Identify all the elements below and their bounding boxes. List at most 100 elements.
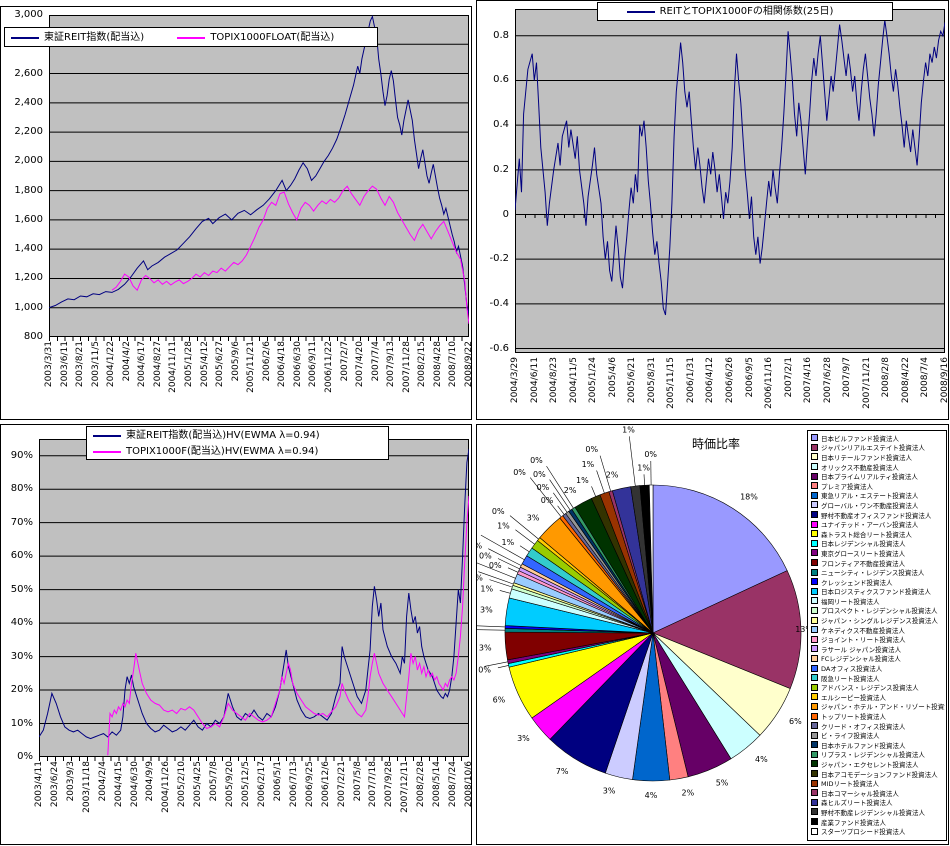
legend-label: オリックス不動産投資法人 (821, 463, 899, 472)
x-tick-label: 2006/6/30 (292, 341, 303, 388)
legend-label: 日本ビルファンド投資法人 (821, 434, 899, 443)
x-tick-label: 2007/2/1 (783, 357, 794, 398)
legend-item: エルシーピー投資法人 (811, 692, 945, 702)
legend-label: 野村不動産オフィスファンド投資法人 (821, 511, 932, 520)
legend-item: ビ・ライフ投資法人 (811, 730, 945, 740)
pie-label-leader-line (509, 515, 539, 540)
y-tick-label: -0.2 (489, 253, 509, 265)
pie-slice-label: 6% (493, 696, 506, 705)
legend-item: 日本リテールファンド投資法人 (811, 452, 945, 462)
x-tick-label: 2008/7/4 (920, 357, 931, 398)
legend-color-marker (811, 827, 818, 835)
x-tick-label: 2006/9/25 (304, 761, 315, 808)
legend-item: 阪急リート投資法人 (811, 673, 945, 682)
pie-slice-label: 0% (513, 468, 526, 477)
pie-slice (652, 484, 788, 634)
legend-item: 森トラスト総合リート投資法人 (811, 529, 945, 539)
x-tick-label: 2008/9/16 (940, 357, 950, 404)
legend-color-marker (811, 568, 818, 576)
legend-color-marker (811, 559, 818, 567)
pie-label-leader-line (557, 505, 565, 515)
y-tick-label: 3,000 (14, 9, 43, 20)
pie-label-leader-line (519, 545, 530, 553)
x-tick-label: 2005/4/25 (193, 761, 204, 808)
pie-label-leader-line (484, 661, 508, 667)
legend-item: 日本ホテルファンド投資法人 (811, 740, 945, 750)
legend-color-marker (811, 808, 818, 816)
pie-slice-label: 1% (622, 426, 635, 435)
legend-label: 日本プライムリアルティ投資法人 (821, 473, 918, 481)
pie-label-leader-line (629, 436, 636, 487)
legend-label: 森ヒルズリート投資法人 (821, 799, 893, 808)
legend-item: フロンティア不動産投資法人 (811, 558, 945, 567)
pie-slice-label: 2% (564, 486, 577, 495)
chart-panel-market-cap-pie: 時価比率 18%13%6%4%5%2%4%3%7%3%6%0%0%3%0%0%3… (476, 424, 949, 845)
y-tick-label: 1,600 (14, 213, 43, 225)
x-axis-ticks (49, 337, 469, 341)
pie-slice-label: 0% (492, 507, 505, 516)
legend-item: プレミア投資法人 (811, 481, 945, 491)
pie-label-leader-line (477, 562, 516, 579)
x-tick-label: 2004/9/9 (145, 761, 156, 802)
legend-label: DAオフィス投資法人 (821, 665, 883, 673)
x-tick-label: 2008/2/8 (881, 357, 892, 398)
y-tick-label: 0.2 (493, 163, 509, 175)
legend-item: ケネディクス不動産投資法人 (811, 625, 945, 634)
pie-label-leader-line (596, 470, 605, 494)
pie-slice-label: 0% (479, 552, 492, 561)
legend-label: TOPIX1000F(配当込)HV(EWMA λ=0.94) (126, 446, 319, 457)
x-tick-label: 2004/11/5 (568, 357, 579, 404)
legend-color-marker (811, 482, 818, 490)
legend-item: スターツプロシード投資法人 (811, 826, 945, 836)
x-tick-label: 2005/6/21 (627, 357, 638, 404)
pie-label-leader-line (515, 529, 535, 545)
pie-slice (652, 570, 802, 689)
x-tick-label: 2007/5/8 (352, 761, 363, 802)
pie-slice-label: 3% (479, 643, 492, 652)
pie-chart-title: 時価比率 (691, 437, 740, 451)
pie-label-leader-line (599, 455, 611, 492)
legend-label: ニューシティ・レジデンス投資法人 (821, 569, 925, 577)
x-tick-label: 2003/6/24 (49, 761, 60, 808)
legend-item: 日本ロジスティクスファンド投資法人 (811, 587, 945, 596)
plot-canvas (515, 9, 945, 353)
x-tick-label: 2007/12/11 (400, 761, 411, 813)
pie-slice-label: 1% (576, 476, 589, 485)
pie-slice-label: 6% (789, 717, 802, 726)
legend-item: TOPIX1000FLOAT(配当込) (177, 30, 334, 46)
legend-item: 産業ファンド投資法人 (811, 817, 945, 826)
legend-color-marker (811, 654, 818, 662)
legend-item: プロスペクト・レジデンシャル投資法人 (811, 606, 945, 616)
y-tick-label: -0.4 (489, 297, 509, 309)
x-tick-label: 2007/9/7 (842, 357, 853, 398)
y-tick-label: 0% (17, 751, 33, 762)
x-tick-label: 2003/9/3 (65, 761, 76, 802)
pie-slice-label: 1% (637, 463, 650, 472)
legend-label: ビ・ライフ投資法人 (821, 732, 880, 740)
y-tick-label: 1,200 (14, 272, 43, 284)
pie-slice-label: 1% (582, 460, 595, 469)
pie-slice-label: 2% (682, 789, 695, 798)
pie-slice-label: 1% (501, 538, 514, 547)
legend-item: 日本プライムリアルティ投資法人 (811, 471, 945, 481)
pie-label-leader-line (643, 474, 645, 486)
pie-label-leader-line (497, 665, 509, 669)
series-line-swatch (626, 10, 655, 13)
x-tick-label: 2007/9/13 (386, 341, 397, 388)
legend-color-marker (811, 463, 818, 471)
x-tick-label: 2006/9/11 (308, 341, 319, 388)
legend-color-marker (811, 818, 818, 826)
y-tick-label: 1,400 (14, 243, 43, 255)
legend-color-marker (811, 722, 818, 730)
x-tick-label: 2003/11/5 (90, 341, 101, 388)
legend-color-marker (811, 702, 818, 710)
legend-item: 野村不動産レジデンシャル投資法人 (811, 807, 945, 817)
x-tick-label: 2007/4/20 (355, 341, 366, 388)
x-tick-label: 2008/4/28 (432, 341, 443, 388)
legend-label: ジャパン・エクセレント投資法人 (821, 760, 919, 769)
pie-slice-label: 0% (585, 445, 598, 454)
legend-item: ジャパンリアルエステイト投資法人 (811, 443, 945, 452)
x-tick-label: 2004/6/17 (137, 341, 148, 388)
legend-label: プロスペクト・レジデンシャル投資法人 (821, 607, 938, 616)
x-tick-label: 2006/7/13 (288, 761, 299, 808)
